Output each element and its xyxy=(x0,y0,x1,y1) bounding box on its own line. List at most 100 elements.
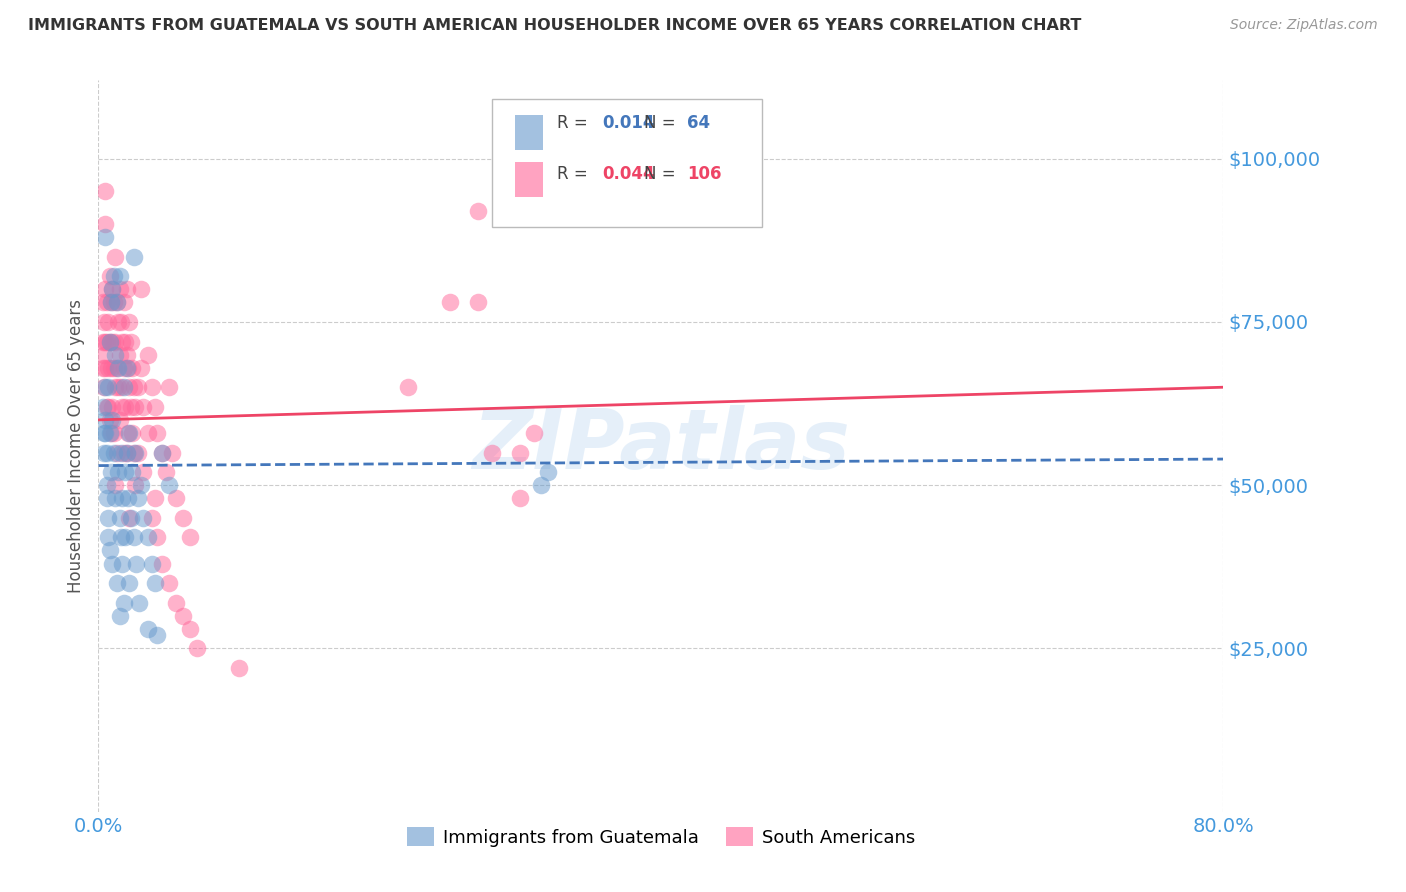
Point xyxy=(115,445,138,459)
Point xyxy=(100,295,122,310)
Point xyxy=(114,334,136,349)
Point xyxy=(396,380,419,394)
Point xyxy=(105,576,128,591)
Point xyxy=(104,491,127,506)
FancyBboxPatch shape xyxy=(492,99,762,227)
Point xyxy=(481,445,503,459)
Point xyxy=(122,445,145,459)
Point xyxy=(157,576,180,591)
Point xyxy=(112,380,135,394)
Point xyxy=(100,425,122,440)
Point xyxy=(146,530,169,544)
Point xyxy=(121,360,143,375)
Point xyxy=(157,478,180,492)
Text: ZIPatlas: ZIPatlas xyxy=(472,406,849,486)
Point xyxy=(150,445,173,459)
Point xyxy=(120,400,142,414)
Point xyxy=(117,360,139,375)
Point xyxy=(120,511,142,525)
Point xyxy=(94,360,117,375)
Point xyxy=(104,334,127,349)
Point xyxy=(115,347,138,362)
Point xyxy=(104,250,127,264)
Point xyxy=(111,491,134,506)
Point xyxy=(114,465,136,479)
Point xyxy=(97,380,120,394)
Point xyxy=(118,425,141,440)
Point xyxy=(127,380,149,394)
Point xyxy=(98,425,121,440)
Point xyxy=(105,360,128,375)
Point xyxy=(108,608,131,623)
Point xyxy=(523,425,546,440)
Point xyxy=(115,360,138,375)
Point xyxy=(129,478,152,492)
Point xyxy=(110,315,132,329)
Point xyxy=(108,511,131,525)
Point xyxy=(132,465,155,479)
Point xyxy=(228,661,250,675)
Point xyxy=(124,478,146,492)
Point xyxy=(172,511,194,525)
Point xyxy=(146,628,169,642)
Point xyxy=(91,360,114,375)
Point xyxy=(111,334,134,349)
Point xyxy=(103,425,125,440)
Point xyxy=(122,380,145,394)
Point xyxy=(111,400,134,414)
Point xyxy=(108,347,131,362)
Point xyxy=(110,445,132,459)
Point xyxy=(150,445,173,459)
Point xyxy=(112,445,135,459)
Point xyxy=(143,576,166,591)
Point xyxy=(112,360,135,375)
Point xyxy=(136,622,159,636)
Point xyxy=(91,295,114,310)
Point xyxy=(94,380,117,394)
Point xyxy=(141,511,163,525)
Point xyxy=(150,557,173,571)
Point xyxy=(537,465,560,479)
Point xyxy=(94,425,117,440)
Point xyxy=(94,282,117,296)
Point xyxy=(93,445,115,459)
Point xyxy=(105,295,128,310)
Point xyxy=(108,269,131,284)
Point xyxy=(93,315,115,329)
Legend: Immigrants from Guatemala, South Americans: Immigrants from Guatemala, South America… xyxy=(399,820,922,854)
Point xyxy=(101,282,124,296)
Point xyxy=(98,269,121,284)
Point xyxy=(179,530,201,544)
Point xyxy=(97,511,120,525)
Y-axis label: Householder Income Over 65 years: Householder Income Over 65 years xyxy=(66,299,84,593)
Point xyxy=(97,360,120,375)
Point xyxy=(121,465,143,479)
Point xyxy=(179,622,201,636)
Point xyxy=(128,596,150,610)
Point xyxy=(165,596,187,610)
Point xyxy=(143,400,166,414)
Point xyxy=(127,491,149,506)
Point xyxy=(107,465,129,479)
Point xyxy=(98,543,121,558)
Point xyxy=(96,334,118,349)
Point xyxy=(91,400,114,414)
Point xyxy=(143,491,166,506)
Point xyxy=(509,445,531,459)
Point xyxy=(114,400,136,414)
Point xyxy=(93,425,115,440)
Point xyxy=(118,511,141,525)
Point xyxy=(108,282,131,296)
Point xyxy=(118,380,141,394)
Text: Source: ZipAtlas.com: Source: ZipAtlas.com xyxy=(1230,18,1378,32)
FancyBboxPatch shape xyxy=(515,115,543,150)
Point xyxy=(160,445,183,459)
Point xyxy=(439,295,461,310)
Point xyxy=(129,282,152,296)
Point xyxy=(132,400,155,414)
Point xyxy=(118,315,141,329)
Point xyxy=(112,596,135,610)
Point xyxy=(97,400,120,414)
Point xyxy=(107,315,129,329)
Point xyxy=(121,425,143,440)
